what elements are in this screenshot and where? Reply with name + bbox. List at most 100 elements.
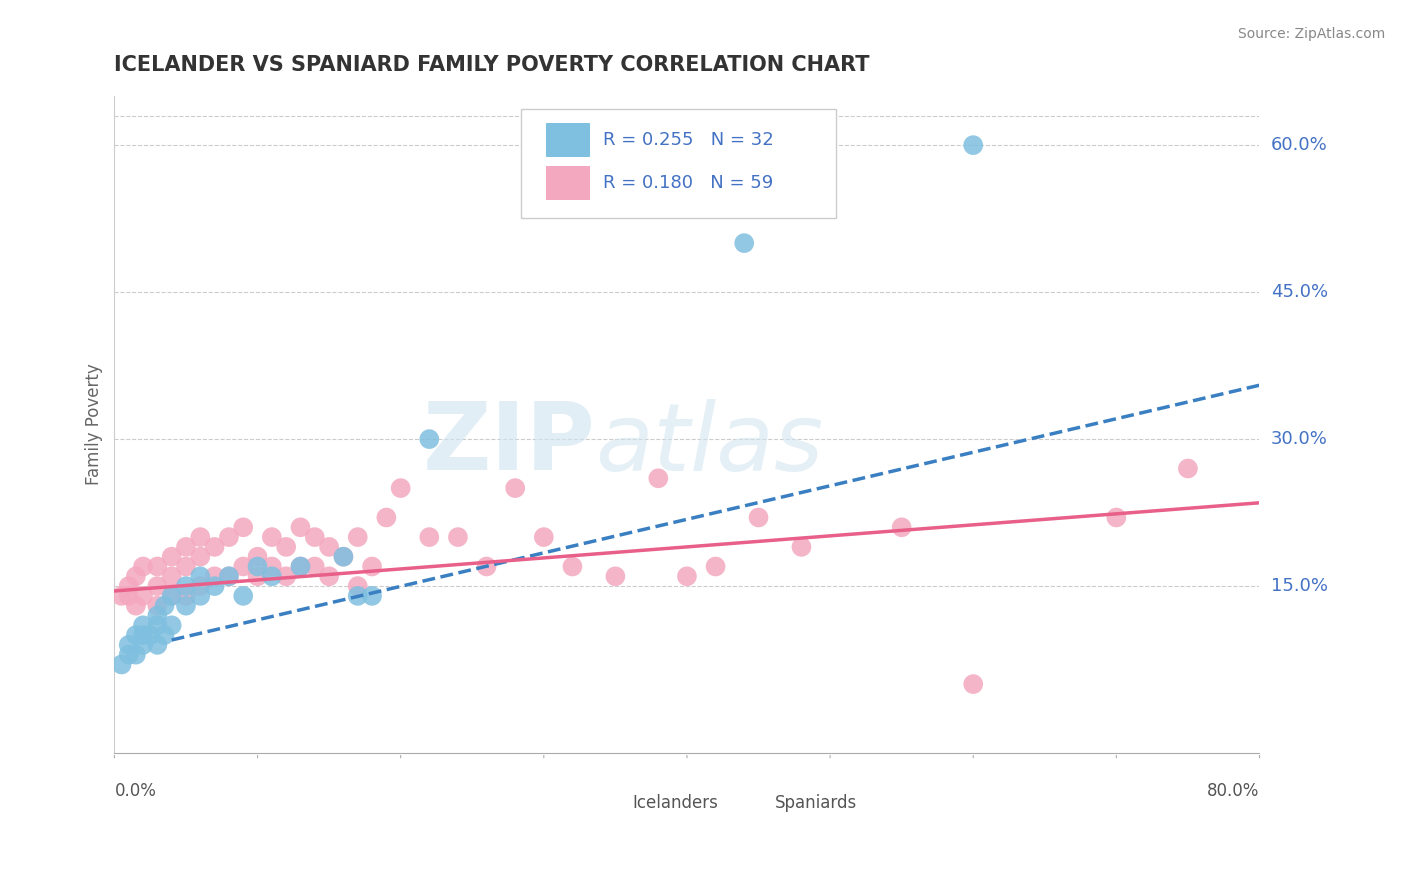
Point — [118, 638, 141, 652]
Text: Icelanders: Icelanders — [631, 794, 718, 813]
Point — [153, 599, 176, 613]
Text: atlas: atlas — [595, 399, 824, 490]
Text: 60.0%: 60.0% — [1271, 136, 1327, 154]
Text: 0.0%: 0.0% — [114, 782, 156, 800]
Point — [318, 540, 340, 554]
Point — [962, 677, 984, 691]
FancyBboxPatch shape — [738, 793, 768, 814]
Point — [118, 648, 141, 662]
Point — [204, 540, 226, 554]
Point — [605, 569, 627, 583]
Point — [146, 608, 169, 623]
Point — [174, 559, 197, 574]
Point — [332, 549, 354, 564]
Point — [146, 579, 169, 593]
Point — [561, 559, 583, 574]
Point — [110, 657, 132, 672]
Point — [160, 618, 183, 632]
Point — [125, 569, 148, 583]
Point — [232, 520, 254, 534]
Point — [361, 559, 384, 574]
Point — [276, 569, 298, 583]
Point — [346, 589, 368, 603]
Point — [118, 589, 141, 603]
Text: Source: ZipAtlas.com: Source: ZipAtlas.com — [1237, 27, 1385, 41]
Point — [146, 559, 169, 574]
Point — [146, 638, 169, 652]
Point — [174, 589, 197, 603]
Point — [146, 599, 169, 613]
Point — [318, 569, 340, 583]
Point — [503, 481, 526, 495]
Point — [110, 589, 132, 603]
Point — [232, 589, 254, 603]
Point — [160, 549, 183, 564]
Point — [332, 549, 354, 564]
Point — [188, 569, 211, 583]
Point — [1105, 510, 1128, 524]
Point — [232, 559, 254, 574]
Point — [290, 559, 312, 574]
Point — [118, 579, 141, 593]
Point — [346, 579, 368, 593]
Point — [704, 559, 727, 574]
Text: R = 0.180   N = 59: R = 0.180 N = 59 — [603, 175, 773, 193]
Point — [418, 530, 440, 544]
Text: ICELANDER VS SPANIARD FAMILY POVERTY CORRELATION CHART: ICELANDER VS SPANIARD FAMILY POVERTY COR… — [114, 55, 870, 75]
Point — [132, 618, 155, 632]
FancyBboxPatch shape — [546, 123, 589, 157]
Point — [132, 589, 155, 603]
Point — [132, 638, 155, 652]
Point — [890, 520, 912, 534]
Point — [132, 559, 155, 574]
Point — [375, 510, 398, 524]
Point — [1177, 461, 1199, 475]
Point — [533, 530, 555, 544]
Point — [260, 559, 283, 574]
FancyBboxPatch shape — [546, 166, 589, 200]
Point — [418, 432, 440, 446]
Point — [790, 540, 813, 554]
Point — [361, 589, 384, 603]
Point — [962, 138, 984, 153]
Point — [139, 628, 162, 642]
Point — [218, 569, 240, 583]
Text: 80.0%: 80.0% — [1208, 782, 1260, 800]
Text: 30.0%: 30.0% — [1271, 430, 1327, 448]
Point — [246, 569, 269, 583]
Point — [125, 599, 148, 613]
Point — [276, 540, 298, 554]
Point — [204, 569, 226, 583]
Point — [188, 579, 211, 593]
Point — [290, 559, 312, 574]
Point — [447, 530, 470, 544]
Point — [174, 540, 197, 554]
Point — [733, 236, 755, 251]
Point — [647, 471, 669, 485]
Point — [290, 520, 312, 534]
Point — [125, 628, 148, 642]
Text: 15.0%: 15.0% — [1271, 577, 1327, 595]
Point — [160, 589, 183, 603]
Point — [204, 579, 226, 593]
Point — [389, 481, 412, 495]
Point — [260, 530, 283, 544]
Point — [304, 530, 326, 544]
Point — [260, 569, 283, 583]
Point — [218, 569, 240, 583]
Point — [188, 530, 211, 544]
Point — [188, 589, 211, 603]
FancyBboxPatch shape — [595, 793, 624, 814]
Point — [188, 549, 211, 564]
Text: Spaniards: Spaniards — [775, 794, 858, 813]
Text: R = 0.255   N = 32: R = 0.255 N = 32 — [603, 131, 775, 149]
Point — [146, 618, 169, 632]
Point — [218, 530, 240, 544]
FancyBboxPatch shape — [520, 110, 835, 218]
Point — [246, 559, 269, 574]
Point — [747, 510, 769, 524]
Point — [304, 559, 326, 574]
Point — [676, 569, 699, 583]
Text: ZIP: ZIP — [422, 398, 595, 490]
Point — [346, 530, 368, 544]
